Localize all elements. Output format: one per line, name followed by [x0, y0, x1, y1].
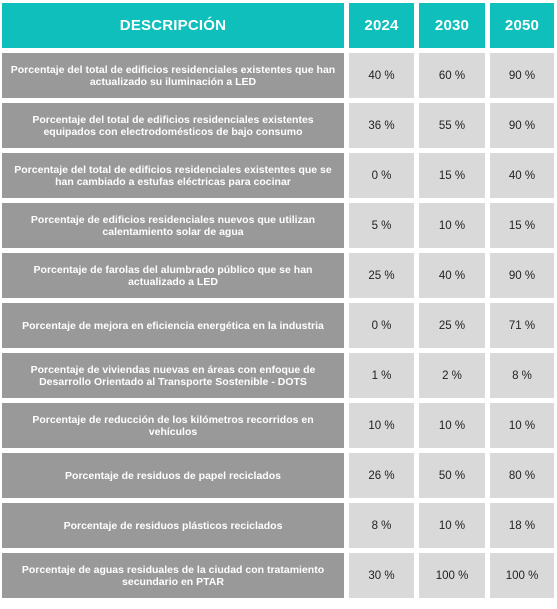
value-2024: 5 % [349, 203, 414, 248]
value-2024: 0 % [349, 153, 414, 198]
value-2050: 15 % [490, 203, 554, 248]
value-2030: 10 % [419, 403, 485, 448]
row-description: Porcentaje del total de edificios reside… [2, 53, 344, 98]
row-description: Porcentaje del total de edificios reside… [2, 153, 344, 198]
row-description: Porcentaje de aguas residuales de la ciu… [2, 553, 344, 598]
value-2050: 18 % [490, 503, 554, 548]
value-2030: 10 % [419, 203, 485, 248]
row-description: Porcentaje de mejora en eficiencia energ… [2, 303, 344, 348]
value-2050: 8 % [490, 353, 554, 398]
value-2030: 55 % [419, 103, 485, 148]
value-2030: 100 % [419, 553, 485, 598]
value-2024: 30 % [349, 553, 414, 598]
row-description: Porcentaje de reducción de los kilómetro… [2, 403, 344, 448]
value-2050: 90 % [490, 103, 554, 148]
row-description: Porcentaje de viviendas nuevas en áreas … [2, 353, 344, 398]
value-2024: 8 % [349, 503, 414, 548]
header-year-2024: 2024 [349, 3, 414, 48]
value-2030: 25 % [419, 303, 485, 348]
value-2024: 0 % [349, 303, 414, 348]
value-2050: 80 % [490, 453, 554, 498]
value-2050: 90 % [490, 253, 554, 298]
header-year-2030: 2030 [419, 3, 485, 48]
row-description: Porcentaje de residuos de papel reciclad… [2, 453, 344, 498]
value-2030: 40 % [419, 253, 485, 298]
value-2024: 25 % [349, 253, 414, 298]
indicators-table: DESCRIPCIÓN 2024 2030 2050 Porcentaje de… [2, 3, 554, 598]
row-description: Porcentaje del total de edificios reside… [2, 103, 344, 148]
value-2050: 90 % [490, 53, 554, 98]
value-2050: 10 % [490, 403, 554, 448]
value-2024: 26 % [349, 453, 414, 498]
header-year-2050: 2050 [490, 3, 554, 48]
value-2024: 10 % [349, 403, 414, 448]
row-description: Porcentaje de edificios residenciales nu… [2, 203, 344, 248]
value-2024: 36 % [349, 103, 414, 148]
value-2030: 50 % [419, 453, 485, 498]
value-2050: 40 % [490, 153, 554, 198]
value-2050: 71 % [490, 303, 554, 348]
value-2024: 1 % [349, 353, 414, 398]
value-2030: 15 % [419, 153, 485, 198]
value-2024: 40 % [349, 53, 414, 98]
value-2050: 100 % [490, 553, 554, 598]
header-description: DESCRIPCIÓN [2, 3, 344, 48]
value-2030: 2 % [419, 353, 485, 398]
row-description: Porcentaje de farolas del alumbrado públ… [2, 253, 344, 298]
value-2030: 10 % [419, 503, 485, 548]
row-description: Porcentaje de residuos plásticos recicla… [2, 503, 344, 548]
value-2030: 60 % [419, 53, 485, 98]
